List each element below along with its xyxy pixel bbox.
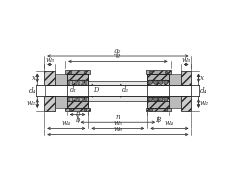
Polygon shape — [84, 108, 86, 111]
Circle shape — [163, 80, 167, 84]
Text: d₁: d₁ — [69, 86, 76, 94]
Text: d₄: d₄ — [28, 87, 36, 95]
Polygon shape — [66, 80, 88, 85]
Polygon shape — [55, 74, 66, 108]
Polygon shape — [44, 71, 55, 111]
Polygon shape — [147, 97, 168, 101]
Polygon shape — [68, 97, 70, 101]
Polygon shape — [36, 85, 44, 96]
Text: w₄: w₄ — [164, 119, 173, 127]
Polygon shape — [44, 85, 191, 96]
Polygon shape — [147, 101, 168, 108]
Circle shape — [163, 97, 167, 101]
Polygon shape — [68, 80, 70, 85]
Polygon shape — [68, 71, 71, 73]
Polygon shape — [81, 97, 83, 101]
Polygon shape — [75, 97, 76, 101]
Polygon shape — [75, 80, 76, 85]
Polygon shape — [55, 85, 66, 96]
Polygon shape — [85, 80, 87, 85]
Polygon shape — [84, 71, 86, 73]
Polygon shape — [191, 85, 198, 96]
Polygon shape — [65, 70, 90, 74]
Text: w₂: w₂ — [199, 99, 208, 107]
Polygon shape — [36, 85, 44, 96]
Circle shape — [148, 97, 152, 101]
Polygon shape — [88, 85, 147, 96]
Circle shape — [158, 80, 162, 84]
Text: w₃: w₃ — [181, 56, 190, 64]
Circle shape — [148, 80, 152, 84]
Text: b: b — [75, 110, 79, 118]
Text: w₂: w₂ — [27, 99, 36, 107]
Polygon shape — [71, 97, 73, 101]
Polygon shape — [149, 71, 151, 73]
Text: d₂: d₂ — [121, 86, 128, 94]
Text: b: b — [75, 116, 79, 124]
Polygon shape — [78, 80, 80, 85]
Circle shape — [153, 80, 157, 84]
Polygon shape — [145, 108, 170, 111]
Polygon shape — [149, 108, 151, 111]
Polygon shape — [180, 71, 191, 111]
Text: B: B — [155, 116, 160, 124]
Polygon shape — [66, 74, 88, 80]
Polygon shape — [168, 85, 180, 96]
Text: x: x — [199, 74, 203, 82]
Text: g₂: g₂ — [114, 47, 121, 55]
Text: n: n — [115, 113, 120, 121]
Polygon shape — [180, 85, 191, 96]
Polygon shape — [71, 80, 73, 85]
Text: w₄: w₄ — [62, 119, 71, 127]
Text: e: e — [115, 52, 120, 60]
Polygon shape — [190, 85, 198, 96]
Text: D: D — [93, 86, 98, 94]
Polygon shape — [44, 85, 55, 96]
Text: w₅: w₅ — [113, 119, 122, 127]
Polygon shape — [66, 101, 88, 108]
Polygon shape — [78, 97, 80, 101]
Polygon shape — [145, 70, 170, 74]
Polygon shape — [168, 74, 180, 108]
Polygon shape — [164, 108, 166, 111]
Polygon shape — [85, 97, 87, 101]
Polygon shape — [65, 108, 90, 111]
Polygon shape — [68, 108, 71, 111]
Text: w₆: w₆ — [113, 125, 122, 133]
Polygon shape — [164, 71, 166, 73]
Polygon shape — [81, 80, 83, 85]
Text: x: x — [32, 74, 36, 82]
Polygon shape — [88, 81, 147, 101]
Polygon shape — [147, 80, 168, 85]
Polygon shape — [147, 74, 168, 80]
Text: d₄: d₄ — [199, 87, 207, 95]
Polygon shape — [66, 97, 88, 101]
Text: w₃: w₃ — [45, 56, 54, 64]
Circle shape — [158, 97, 162, 101]
Circle shape — [153, 97, 157, 101]
